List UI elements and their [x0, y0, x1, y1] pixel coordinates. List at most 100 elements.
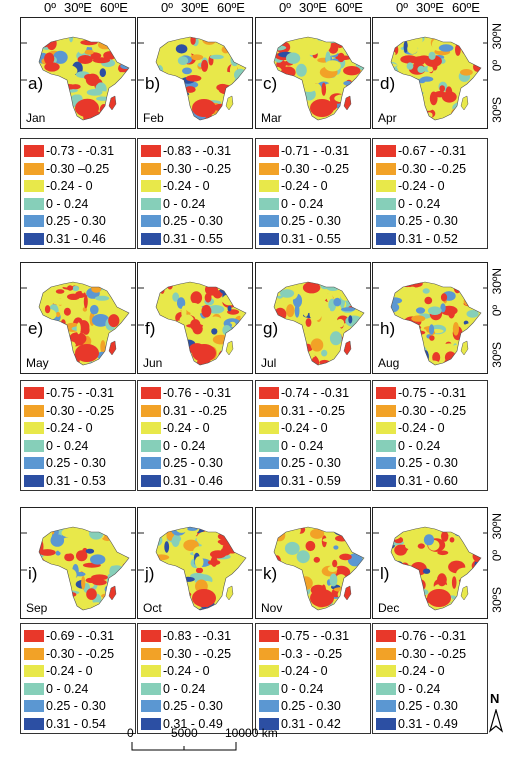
correlation-patch: [361, 537, 364, 550]
legend-swatch: [24, 630, 44, 642]
correlation-patch: [279, 88, 295, 95]
legend-entry: 0.31 - 0.52: [376, 231, 458, 247]
correlation-patch: [329, 331, 342, 346]
correlation-patch: [313, 556, 320, 563]
panel-month-label: Feb: [143, 111, 164, 125]
correlation-patch: [111, 282, 123, 287]
correlation-patch: [59, 355, 72, 364]
correlation-patch: [473, 540, 481, 548]
correlation-patch: [335, 55, 352, 61]
legend-entry: 0.31 - 0.49: [376, 716, 458, 732]
correlation-patch: [305, 540, 316, 552]
correlation-patch: [274, 587, 289, 592]
panel-month-label: Jul: [261, 356, 277, 370]
legend-swatch: [259, 215, 279, 227]
madagascar-shape: [460, 95, 469, 111]
correlation-patch: [39, 97, 50, 109]
legend-swatch: [141, 439, 161, 452]
monthly-map-panel: e) May: [20, 262, 136, 374]
correlation-patch: [229, 531, 243, 540]
correlation-patch: [437, 573, 447, 587]
correlation-patch: [391, 533, 394, 548]
legend-label: -0.83 - -0.31: [163, 629, 232, 643]
panel-letter: d): [380, 74, 396, 93]
panel-month-label: Jun: [143, 356, 163, 370]
correlation-patch: [396, 103, 408, 116]
latitude-tick-label: 0º: [490, 550, 504, 562]
correlation-patch: [320, 282, 330, 290]
correlation-patch: [286, 304, 295, 318]
correlation-patch: [397, 588, 410, 598]
correlation-patch: [451, 598, 460, 608]
legend-entry: -0.30 - -0.25: [24, 403, 114, 419]
africa-outline: [390, 526, 482, 611]
correlation-patch: [156, 527, 165, 536]
correlation-patch: [65, 341, 76, 348]
correlation-patch: [173, 104, 182, 116]
legend-label: -0.24 - 0: [281, 179, 328, 193]
correlation-patch: [402, 342, 408, 349]
correlation-patch: [323, 83, 341, 93]
legend-label: 0.31 - 0.46: [163, 473, 223, 488]
correlation-patch: [76, 322, 81, 335]
correlation-patch: [207, 305, 225, 314]
latitude-tick-label: 30ºS: [490, 587, 504, 613]
legend-label: -0.30 - -0.25: [46, 646, 115, 661]
legend-label: -0.24 - 0: [46, 421, 93, 435]
correlation-patch: [240, 311, 246, 323]
correlation-patch: [327, 565, 338, 572]
correlation-patch: [408, 588, 423, 601]
correlation-patch: [236, 343, 246, 356]
correlation-patch: [309, 306, 322, 321]
africa-outline: [273, 526, 365, 611]
correlation-patch: [156, 282, 162, 288]
correlation-patch: [99, 104, 109, 116]
legend-label: 0 - 0.24: [163, 196, 206, 211]
correlation-patch: [196, 531, 213, 546]
correlation-patch: [354, 54, 362, 62]
legend-box: -0.76 - -0.31 -0.30 - -0.25 -0.24 - 0 0 - 0…: [372, 623, 488, 734]
correlation-patch: [78, 320, 90, 334]
legend-label: -0.71 - -0.31: [281, 144, 350, 158]
legend-swatch: [259, 145, 279, 157]
correlation-patch: [162, 595, 175, 604]
correlation-patch: [118, 111, 129, 120]
correlation-patch: [409, 362, 417, 365]
correlation-patch: [453, 282, 471, 290]
correlation-patch: [119, 99, 129, 105]
correlation-patch: [54, 327, 64, 339]
correlation-patch: [123, 113, 129, 120]
correlation-patch: [321, 82, 327, 96]
legend-swatch: [141, 630, 161, 642]
legend-swatch: [24, 717, 44, 730]
madagascar-shape: [225, 585, 234, 601]
panel-letter: f): [145, 319, 156, 338]
correlation-patch: [408, 590, 426, 602]
legend-swatch: [259, 630, 279, 642]
correlation-patch: [47, 344, 59, 355]
legend-entry: -0.24 - 0: [259, 420, 328, 436]
correlation-patch: [56, 590, 61, 594]
correlation-patch: [319, 290, 329, 301]
africa-map-graphic: [256, 526, 370, 611]
madagascar-shape: [343, 340, 352, 356]
legend-swatch: [24, 215, 44, 227]
legend-box: -0.69 - -0.31 -0.30 - -0.25 -0.24 - 0 0 - 0…: [20, 623, 136, 734]
correlation-patch: [156, 64, 164, 75]
monthly-map-panel: b) Feb: [137, 17, 253, 129]
correlation-patch: [305, 318, 312, 327]
correlation-patch: [39, 549, 56, 556]
legend-swatch: [24, 474, 44, 487]
correlation-patch: [406, 90, 424, 96]
legend-entry: -0.24 - 0: [376, 663, 445, 679]
correlation-patch: [333, 545, 339, 550]
correlation-patch: [429, 324, 435, 335]
correlation-patch: [357, 338, 364, 344]
madagascar-shape: [343, 585, 352, 601]
correlation-patch: [115, 355, 126, 365]
correlation-patch: [99, 68, 107, 78]
correlation-patch: [195, 567, 204, 574]
africa-map-graphic: [256, 281, 370, 366]
legend-swatch: [259, 387, 279, 399]
africa-map-graphic: [138, 526, 252, 611]
